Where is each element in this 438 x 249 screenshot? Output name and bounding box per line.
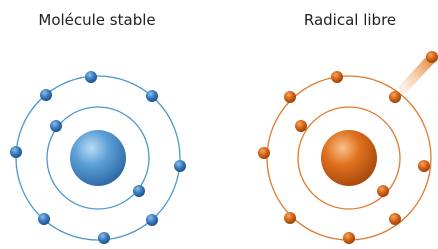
- panel-title: Radical libre: [304, 11, 396, 29]
- nucleus: [321, 130, 377, 186]
- radical-atom: [258, 51, 438, 244]
- panel-title: Molécule stable: [38, 11, 155, 29]
- diagram: Molécule stable Radical libre: [0, 0, 438, 245]
- escape-trail: [404, 60, 430, 88]
- stable-atom: [10, 71, 186, 244]
- escaping-electron: [426, 51, 438, 63]
- nucleus: [70, 130, 126, 186]
